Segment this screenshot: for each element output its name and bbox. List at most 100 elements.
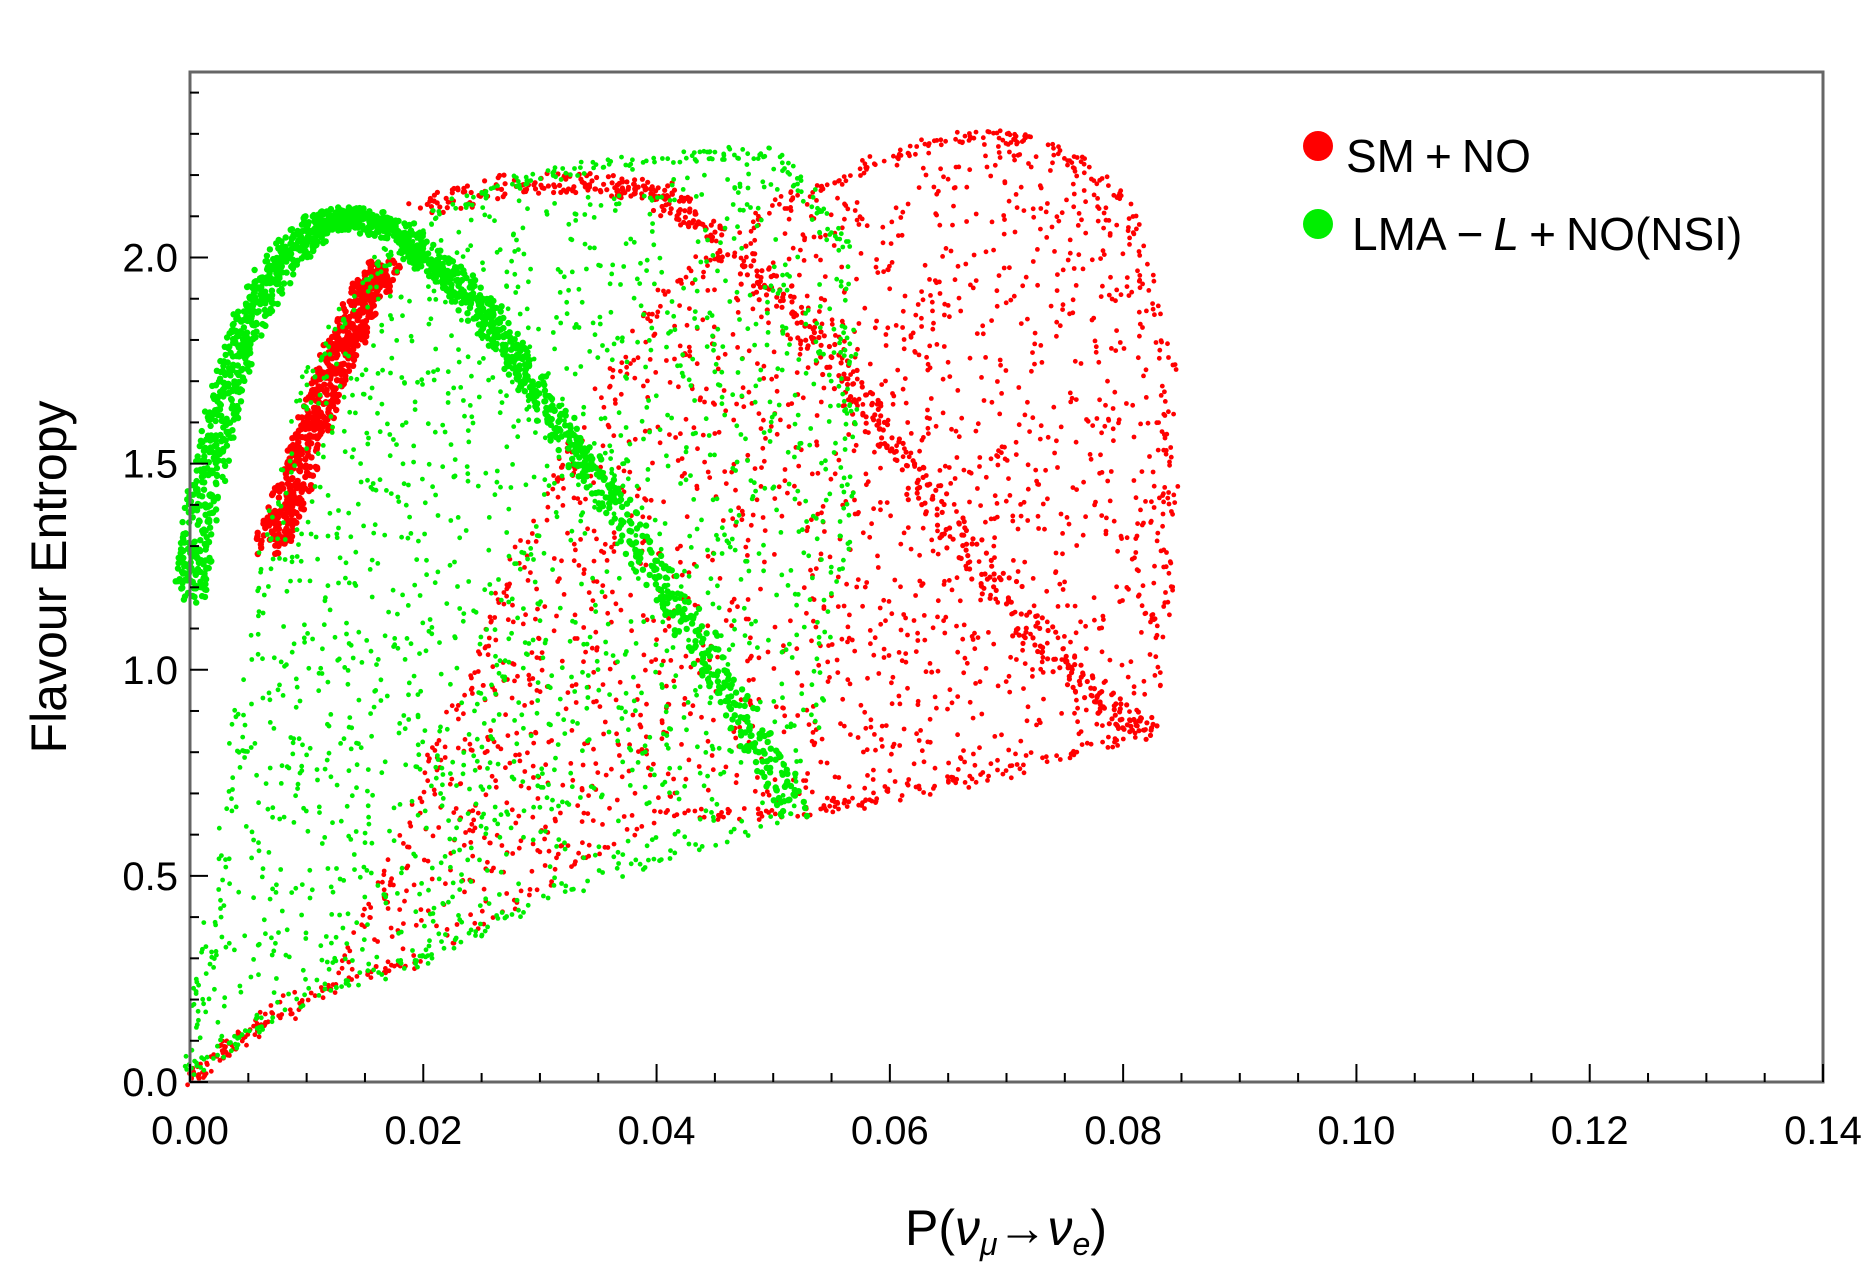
sm-no-point [389,276,397,284]
sm-no-point [1111,707,1117,713]
lma-l-nsi-point [616,705,622,710]
sm-no-point [835,604,841,609]
lma-l-nsi-point [664,648,670,654]
sm-no-point [797,351,803,357]
lma-l-nsi-point [366,435,371,441]
sm-no-point [694,483,700,489]
sm-no-point [844,804,850,809]
sm-no-point [862,161,868,167]
sm-no-point [411,953,417,958]
sm-no-point [824,760,830,766]
lma-l-nsi-point [552,480,557,486]
sm-no-point [1001,265,1007,271]
sm-no-point [917,448,922,454]
sm-no-point [886,653,892,658]
lma-l-nsi-point [767,428,773,434]
lma-l-nsi-point [734,459,740,465]
sm-no-point [308,380,315,387]
lma-l-nsi-point [243,824,249,829]
lma-l-nsi-point [704,315,710,321]
sm-no-point [656,670,662,676]
sm-no-point [472,920,478,926]
lma-l-nsi-point [665,463,671,469]
sm-no-point [738,255,744,261]
sm-no-point [1025,462,1031,468]
sm-no-point [340,368,347,375]
sm-no-point [900,308,906,314]
lma-l-nsi-point [652,517,658,523]
sm-no-point [875,397,881,403]
lma-l-nsi-point [509,379,515,385]
sm-no-point [878,507,883,513]
lma-l-nsi-point [535,680,541,685]
sm-no-point [743,243,749,249]
sm-no-point [668,794,674,799]
sm-no-point [953,428,959,434]
sm-no-point [1040,655,1046,660]
lma-l-nsi-point [647,211,653,217]
lma-l-nsi-point [762,284,768,290]
sm-no-point [1088,741,1094,747]
lma-l-nsi-point [658,546,664,552]
sm-no-point [880,240,886,246]
sm-no-point [1003,498,1009,504]
sm-no-point [869,521,874,527]
lma-l-nsi-point [426,461,432,467]
lma-l-nsi-point [576,286,582,292]
lma-l-nsi-point [463,528,469,533]
sm-no-point [809,638,814,644]
lma-l-nsi-point [708,695,714,700]
lma-l-nsi-point [683,449,689,455]
sm-no-point [665,771,671,777]
sm-no-point [832,471,838,477]
sm-no-point [710,767,716,773]
sm-no-point [997,155,1003,160]
lma-l-nsi-point [516,247,521,253]
lma-l-nsi-point [581,641,587,647]
sm-no-point [829,642,835,647]
sm-no-point [1065,257,1071,263]
sm-no-point [839,225,845,231]
sm-no-point [1025,399,1030,405]
sm-no-point [931,184,937,190]
sm-no-point [819,510,824,516]
sm-no-point [1120,725,1126,731]
lma-l-nsi-point [649,837,655,843]
sm-no-point [833,333,838,338]
sm-no-point [616,465,622,470]
sm-no-point [737,271,744,277]
sm-no-point [657,440,663,446]
sm-no-point [934,280,939,286]
lma-l-nsi-point [807,597,813,603]
sm-no-point [1057,323,1063,329]
sm-no-point [745,658,750,664]
sm-no-point [260,520,267,527]
sm-no-point [813,624,819,630]
sm-no-point [348,301,355,308]
lma-l-nsi-point [604,569,610,574]
sm-no-point [594,579,600,584]
sm-no-point [867,534,873,540]
lma-l-nsi-point [417,891,422,897]
sm-no-point [1158,393,1164,398]
sm-no-point [924,354,929,360]
sm-no-point [863,420,869,426]
sm-no-point [1070,165,1076,171]
sm-no-point [814,183,820,188]
sm-no-point [832,180,838,186]
sm-no-point [542,604,548,609]
sm-no-point [563,706,569,712]
sm-no-point [481,886,487,892]
sm-no-point [943,526,949,533]
sm-no-point [301,421,308,428]
sm-no-point [865,773,870,778]
lma-l-nsi-point [653,642,659,648]
sm-no-point [878,500,883,505]
sm-no-point [208,1068,214,1074]
sm-no-point [1033,623,1039,629]
sm-no-point [966,469,972,475]
lma-l-nsi-point [491,718,496,723]
sm-no-point [444,927,450,932]
lma-l-nsi-point [422,728,428,733]
sm-no-point [970,285,976,291]
